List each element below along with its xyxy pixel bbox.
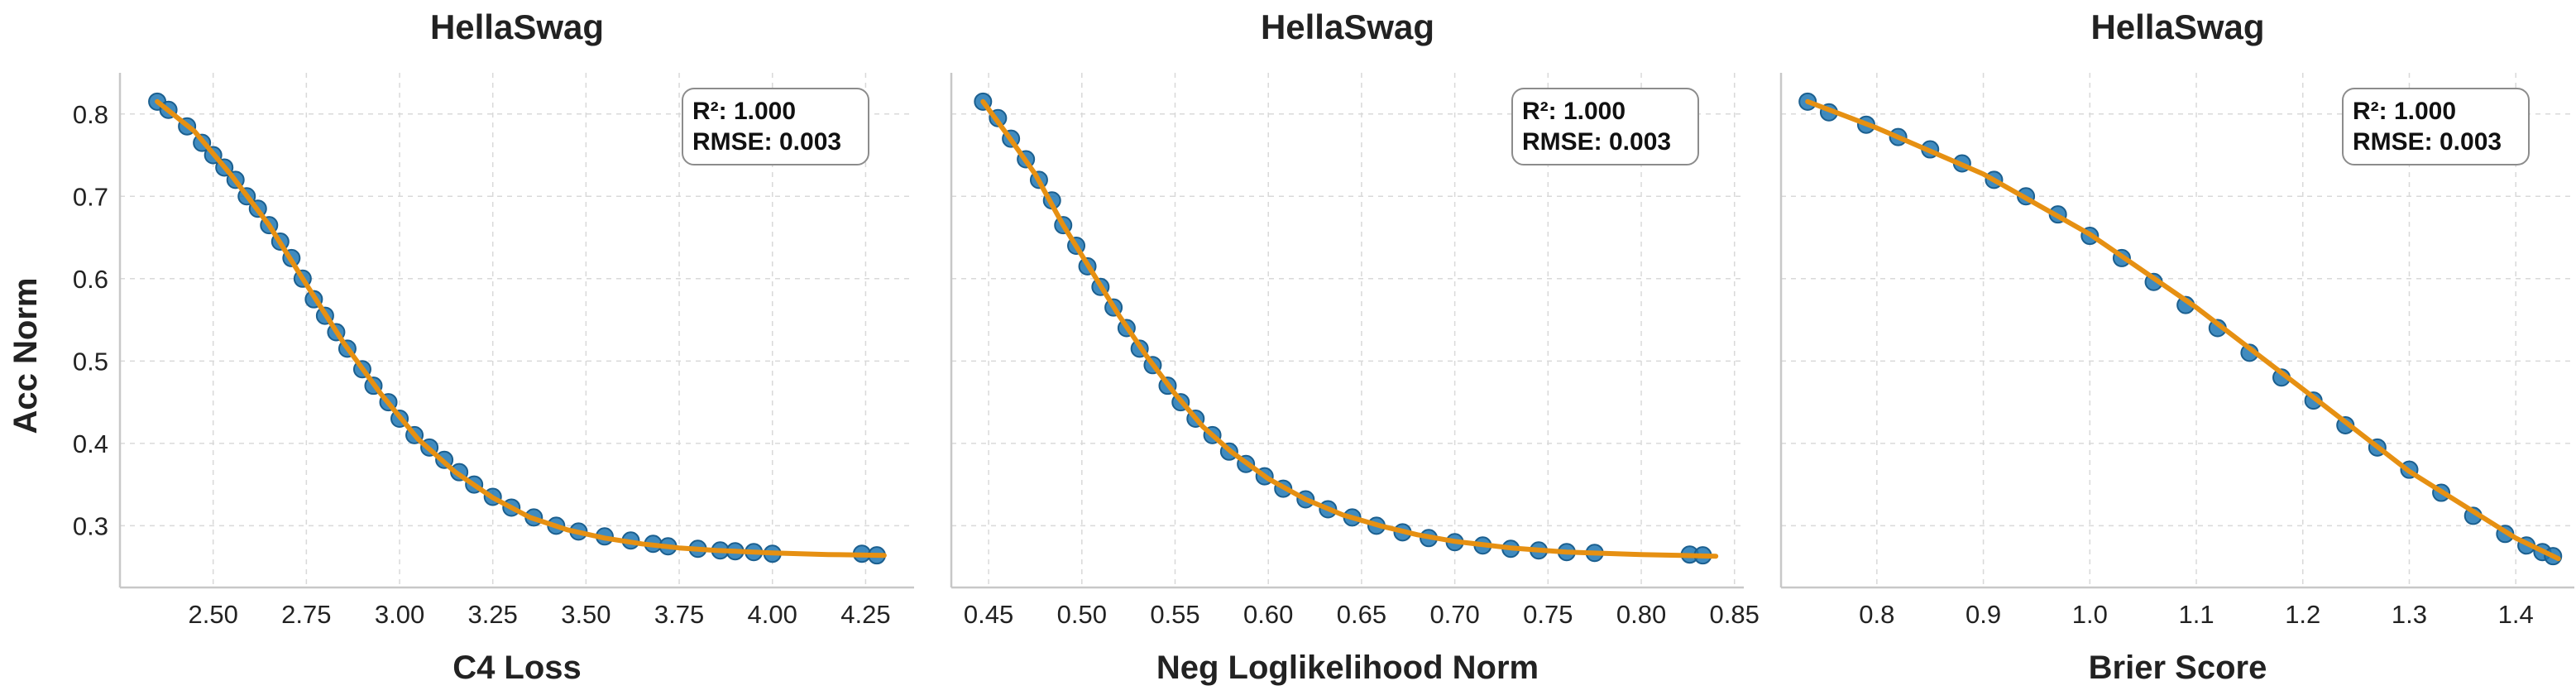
stats-box [682, 88, 869, 165]
x-tick-label: 1.2 [2285, 600, 2320, 629]
rmse-label: RMSE: 0.003 [2353, 128, 2502, 156]
stats-box [1511, 88, 1699, 165]
x-tick-label: 4.25 [840, 600, 890, 629]
x-tick-label: 1.4 [2498, 600, 2534, 629]
x-tick-label: 0.70 [1429, 600, 1479, 629]
fit-line [1805, 98, 2561, 562]
x-tick-label: 3.25 [468, 600, 518, 629]
x-tick-label: 2.75 [281, 600, 331, 629]
x-axis-label: Brier Score [2089, 650, 2267, 686]
x-tick-label: 0.75 [1523, 600, 1573, 629]
x-tick-label: 1.3 [2392, 600, 2427, 629]
x-tick-label: 0.60 [1243, 600, 1293, 629]
chart-title: HellaSwag [430, 7, 604, 46]
rmse-label: RMSE: 0.003 [692, 128, 841, 156]
r2-label: R²: 1.000 [1522, 98, 1626, 125]
y-tick-label: 0.5 [73, 347, 108, 376]
x-tick-label: 0.45 [964, 600, 1013, 629]
r2-label: R²: 1.000 [692, 98, 796, 125]
x-tick-label: 0.85 [1710, 600, 1760, 629]
x-tick-label: 1.1 [2178, 600, 2214, 629]
x-tick-label: 3.50 [561, 600, 610, 629]
x-tick-label: 0.55 [1150, 600, 1199, 629]
x-tick-label: 1.0 [2072, 600, 2108, 629]
x-tick-label: 0.8 [1859, 600, 1894, 629]
y-tick-label: 0.4 [73, 429, 108, 458]
stats-box [2342, 88, 2530, 165]
x-tick-label: 3.00 [375, 600, 424, 629]
x-tick-label: 3.75 [654, 600, 704, 629]
x-tick-label: 0.9 [1966, 600, 2001, 629]
x-tick-label: 2.50 [189, 600, 238, 629]
y-tick-label: 0.6 [73, 265, 108, 294]
chart-panel-3: 0.8 0.9 1.0 1.1 1.2 1.3 1.4 HellaSwag Brier Scor… [1779, 7, 2574, 686]
x-tick-label: 0.65 [1337, 600, 1386, 629]
chart-title: HellaSwag [1261, 7, 1434, 46]
x-axis-label: C4 Loss [452, 650, 582, 686]
chart-title: HellaSwag [2090, 7, 2264, 46]
x-tick-label: 4.00 [748, 600, 797, 629]
chart-panel-1: 2.50 2.75 3.00 3.25 3.50 3.75 4.00 4.25 0.3 0.4 0.… [73, 7, 914, 686]
fit-line [155, 98, 887, 559]
y-tick-label: 0.8 [73, 100, 108, 129]
x-tick-label: 0.50 [1057, 600, 1107, 629]
r2-label: R²: 1.000 [2353, 98, 2456, 125]
y-axis-label: Acc Norm [7, 278, 44, 434]
rmse-label: RMSE: 0.003 [1522, 128, 1671, 156]
fit-line [980, 98, 1719, 559]
chart-panel-2: 0.45 0.50 0.55 0.60 0.65 0.70 0.75 0.80 0.85 Hell… [950, 7, 1760, 686]
y-tick-label: 0.7 [73, 182, 108, 211]
x-tick-label: 0.80 [1616, 600, 1666, 629]
x-axis-label: Neg Loglikelihood Norm [1156, 650, 1539, 686]
y-tick-label: 0.3 [73, 511, 108, 540]
